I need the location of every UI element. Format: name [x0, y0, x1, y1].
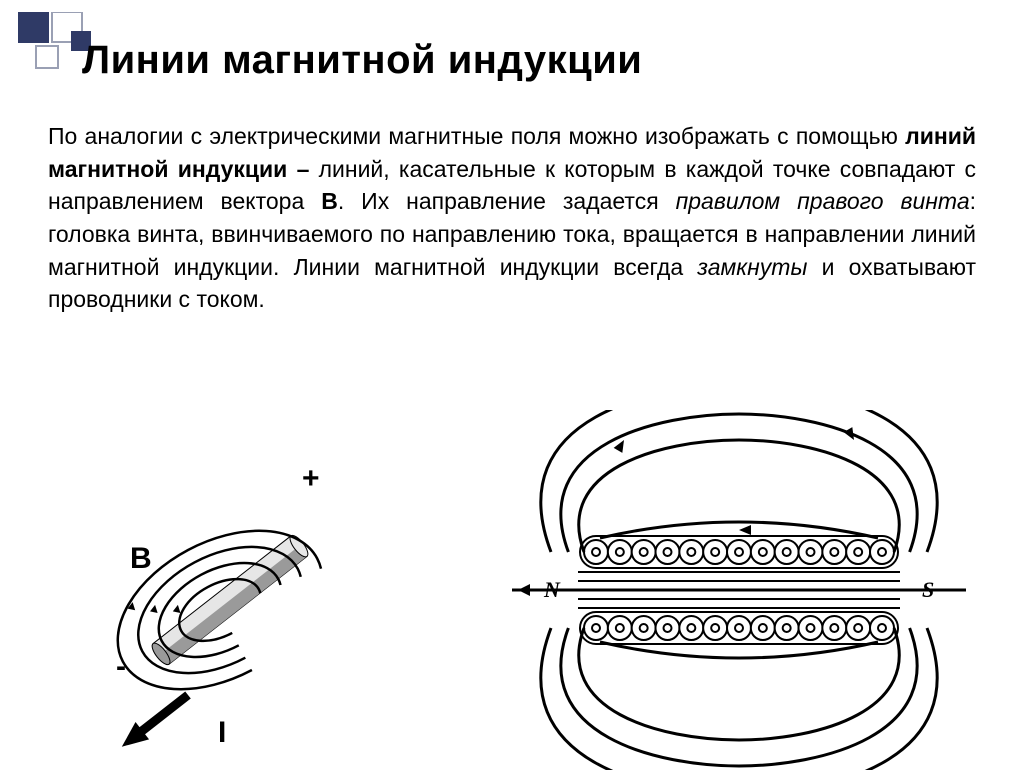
- svg-text:+: +: [302, 462, 320, 495]
- body-paragraph: По аналогии с электрическими магнитные п…: [48, 120, 976, 316]
- svg-text:S: S: [922, 577, 934, 602]
- figure-wire-field: + - B I: [70, 450, 390, 750]
- svg-text:-: -: [116, 650, 126, 683]
- svg-text:I: I: [218, 716, 226, 749]
- svg-text:N: N: [543, 577, 561, 602]
- svg-text:B: B: [130, 542, 152, 575]
- figures-area: + - B I N S: [0, 420, 1024, 767]
- figure-solenoid-field: NS: [504, 410, 974, 770]
- page-title: Линии магнитной индукции: [82, 38, 984, 83]
